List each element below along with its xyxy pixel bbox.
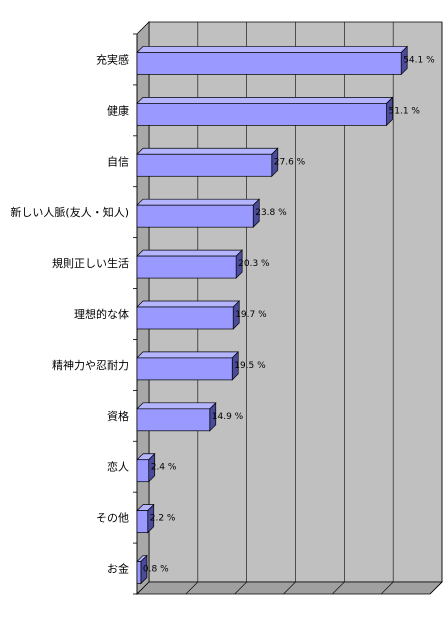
category-label: 自信 (107, 155, 129, 168)
bar-top (136, 249, 243, 257)
bar (136, 554, 148, 585)
bar-front (136, 204, 254, 228)
bar (136, 96, 394, 127)
value-labels: 54.1 % 51.1 % 27.6 % 23.8 % 20.3 % 19.7 % 19.5… (143, 55, 435, 574)
data-label: 19.5 % (234, 361, 266, 371)
bar-front (136, 408, 211, 432)
bar (136, 45, 409, 76)
data-label: 2.2 % (150, 514, 176, 524)
bar-front (136, 561, 142, 584)
floor-grid-line (429, 581, 443, 595)
bar-top (136, 351, 240, 359)
bar-top (136, 300, 241, 308)
data-label: 27.6 % (274, 157, 306, 167)
bar-front (136, 153, 273, 177)
floor-grid-line (283, 581, 296, 595)
bar-top (136, 147, 279, 155)
category-label: 資格 (107, 409, 129, 423)
category-label: 理想的な体 (74, 307, 129, 321)
bar (136, 249, 243, 279)
bar-front (136, 52, 402, 75)
bar-front (136, 510, 149, 533)
bar-front (136, 306, 234, 330)
bar (136, 401, 217, 432)
bar (136, 198, 261, 229)
floor-grid-line (234, 581, 247, 595)
bar (136, 503, 155, 534)
category-label: 規則正しい生活 (52, 256, 129, 270)
data-label: 54.1 % (403, 55, 435, 65)
category-label: 精神力や忍耐力 (52, 358, 129, 372)
bar-front (136, 459, 150, 483)
bar-top (136, 198, 261, 206)
bar-front (136, 357, 233, 381)
category-label: 恋人 (107, 460, 129, 474)
data-label: 23.8 % (255, 208, 287, 218)
data-label: 51.1 % (389, 106, 421, 116)
category-label: 新しい人脈(友人・知人) (10, 205, 129, 219)
bar-top (136, 402, 217, 410)
category-label: その他 (96, 512, 129, 525)
data-label: 2.4 % (151, 463, 177, 473)
data-label: 0.8 % (143, 565, 169, 575)
data-label: 14.9 % (212, 412, 244, 422)
bar-top (136, 46, 409, 53)
bar-front (136, 255, 237, 279)
category-label: 健康 (107, 103, 129, 117)
floor-grid-line (380, 581, 394, 595)
bar-series (136, 45, 409, 585)
bar (136, 300, 241, 330)
bar-front (136, 103, 387, 126)
bar (136, 452, 156, 483)
data-label: 20.3 % (238, 259, 270, 269)
data-label: 19.7 % (235, 310, 267, 320)
floor-grid-line (332, 581, 345, 595)
bar (136, 147, 279, 178)
category-label: 充実感 (96, 52, 129, 66)
floor-grid-line (185, 581, 199, 595)
bar (136, 351, 240, 381)
category-label: お金 (107, 562, 129, 576)
bar-top (136, 97, 394, 104)
